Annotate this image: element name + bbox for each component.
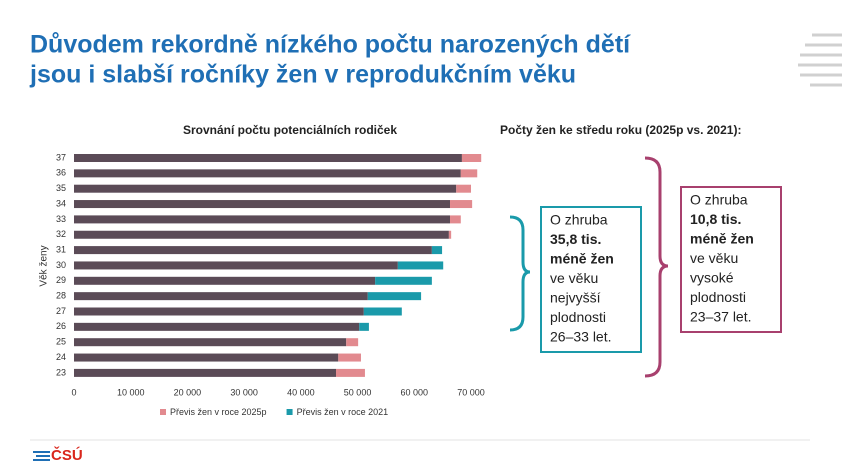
bar	[461, 154, 482, 162]
logo-mark	[33, 451, 50, 461]
bar	[74, 292, 368, 301]
legend-swatch	[286, 409, 293, 415]
y-tick-label: 32	[56, 229, 66, 239]
y-tick-label: 35	[56, 183, 66, 193]
x-tick-label: 40 000	[287, 387, 315, 397]
y-tick-label: 27	[56, 306, 66, 316]
right-heading: Počty žen ke středu roku (2025p vs. 2021…	[500, 123, 741, 137]
bar	[346, 338, 359, 347]
bracket	[509, 215, 531, 332]
bar	[74, 338, 347, 347]
y-tick-label: 24	[56, 352, 66, 362]
y-tick-label: 28	[56, 291, 66, 301]
title: jsou i slabší ročníky žen v reprodukčním…	[29, 61, 576, 89]
info-box	[680, 186, 782, 333]
bar	[336, 368, 365, 377]
box-text: 23–37 let.	[690, 309, 752, 325]
x-tick-label: 50 000	[344, 387, 372, 397]
box-text: nejvyšší	[550, 290, 601, 306]
bar	[367, 292, 422, 301]
bar	[74, 200, 451, 209]
y-tick-label: 29	[56, 275, 66, 285]
legend-swatch	[160, 409, 166, 415]
bar	[74, 276, 376, 285]
bar	[456, 184, 471, 193]
y-tick-label: 36	[56, 168, 66, 178]
bar	[74, 169, 461, 178]
bar	[74, 261, 398, 270]
legend-label: Převis žen v roce 2021	[297, 407, 389, 417]
x-tick-label: 10 000	[117, 387, 145, 397]
box-text: plodnosti	[550, 309, 606, 325]
bracket	[644, 156, 669, 378]
bar	[338, 353, 361, 362]
box-text: vysoké	[690, 270, 734, 286]
x-tick-label: 70 000	[457, 387, 485, 397]
box-text: méně žen	[690, 231, 754, 247]
bar	[74, 215, 451, 224]
decoration	[798, 33, 842, 87]
bar	[74, 368, 337, 377]
y-tick-label: 37	[56, 152, 66, 162]
bar	[450, 200, 473, 209]
y-tick-label: 25	[56, 337, 66, 347]
bar	[74, 154, 462, 162]
bar	[74, 184, 457, 193]
x-tick-label: 20 000	[174, 387, 202, 397]
bar	[397, 261, 444, 270]
bar	[375, 276, 432, 285]
chart-title: Srovnání počtu potenciálních rodiček	[183, 123, 397, 137]
box-text: ve věku	[690, 250, 738, 266]
y-tick-label: 34	[56, 198, 66, 208]
box-text: O zhruba	[550, 212, 608, 228]
bar	[74, 322, 360, 331]
bar	[363, 307, 402, 316]
y-tick-label: 26	[56, 321, 66, 331]
bar	[74, 230, 449, 239]
bar	[359, 322, 369, 331]
y-tick-label: 30	[56, 260, 66, 270]
box-text: O zhruba	[690, 192, 748, 208]
y-tick-label: 33	[56, 214, 66, 224]
title: Důvodem rekordně nízkého počtu narozenýc…	[30, 31, 631, 59]
box-text: plodnosti	[690, 289, 746, 305]
box-text: méně žen	[550, 251, 614, 267]
box-text: ve věku	[550, 270, 598, 286]
bar	[74, 246, 432, 255]
box-text: 35,8 tis.	[550, 231, 601, 247]
bar	[460, 169, 478, 178]
bar	[431, 246, 443, 255]
bar	[74, 353, 339, 362]
y-tick-label: 23	[56, 367, 66, 377]
x-tick-label: 60 000	[401, 387, 429, 397]
legend-label: Převis žen v roce 2025p	[170, 407, 267, 417]
bar	[74, 307, 364, 316]
y-tick-label: 31	[56, 244, 66, 254]
box-text: 10,8 tis.	[690, 211, 741, 227]
bar	[450, 215, 461, 224]
x-tick-label: 0	[71, 387, 76, 397]
bar	[448, 230, 452, 239]
info-box	[540, 206, 642, 353]
y-axis-label: Věk ženy	[39, 245, 50, 286]
logo: ČSÚ	[51, 446, 83, 464]
x-tick-label: 30 000	[230, 387, 258, 397]
box-text: 26–33 let.	[550, 329, 612, 345]
